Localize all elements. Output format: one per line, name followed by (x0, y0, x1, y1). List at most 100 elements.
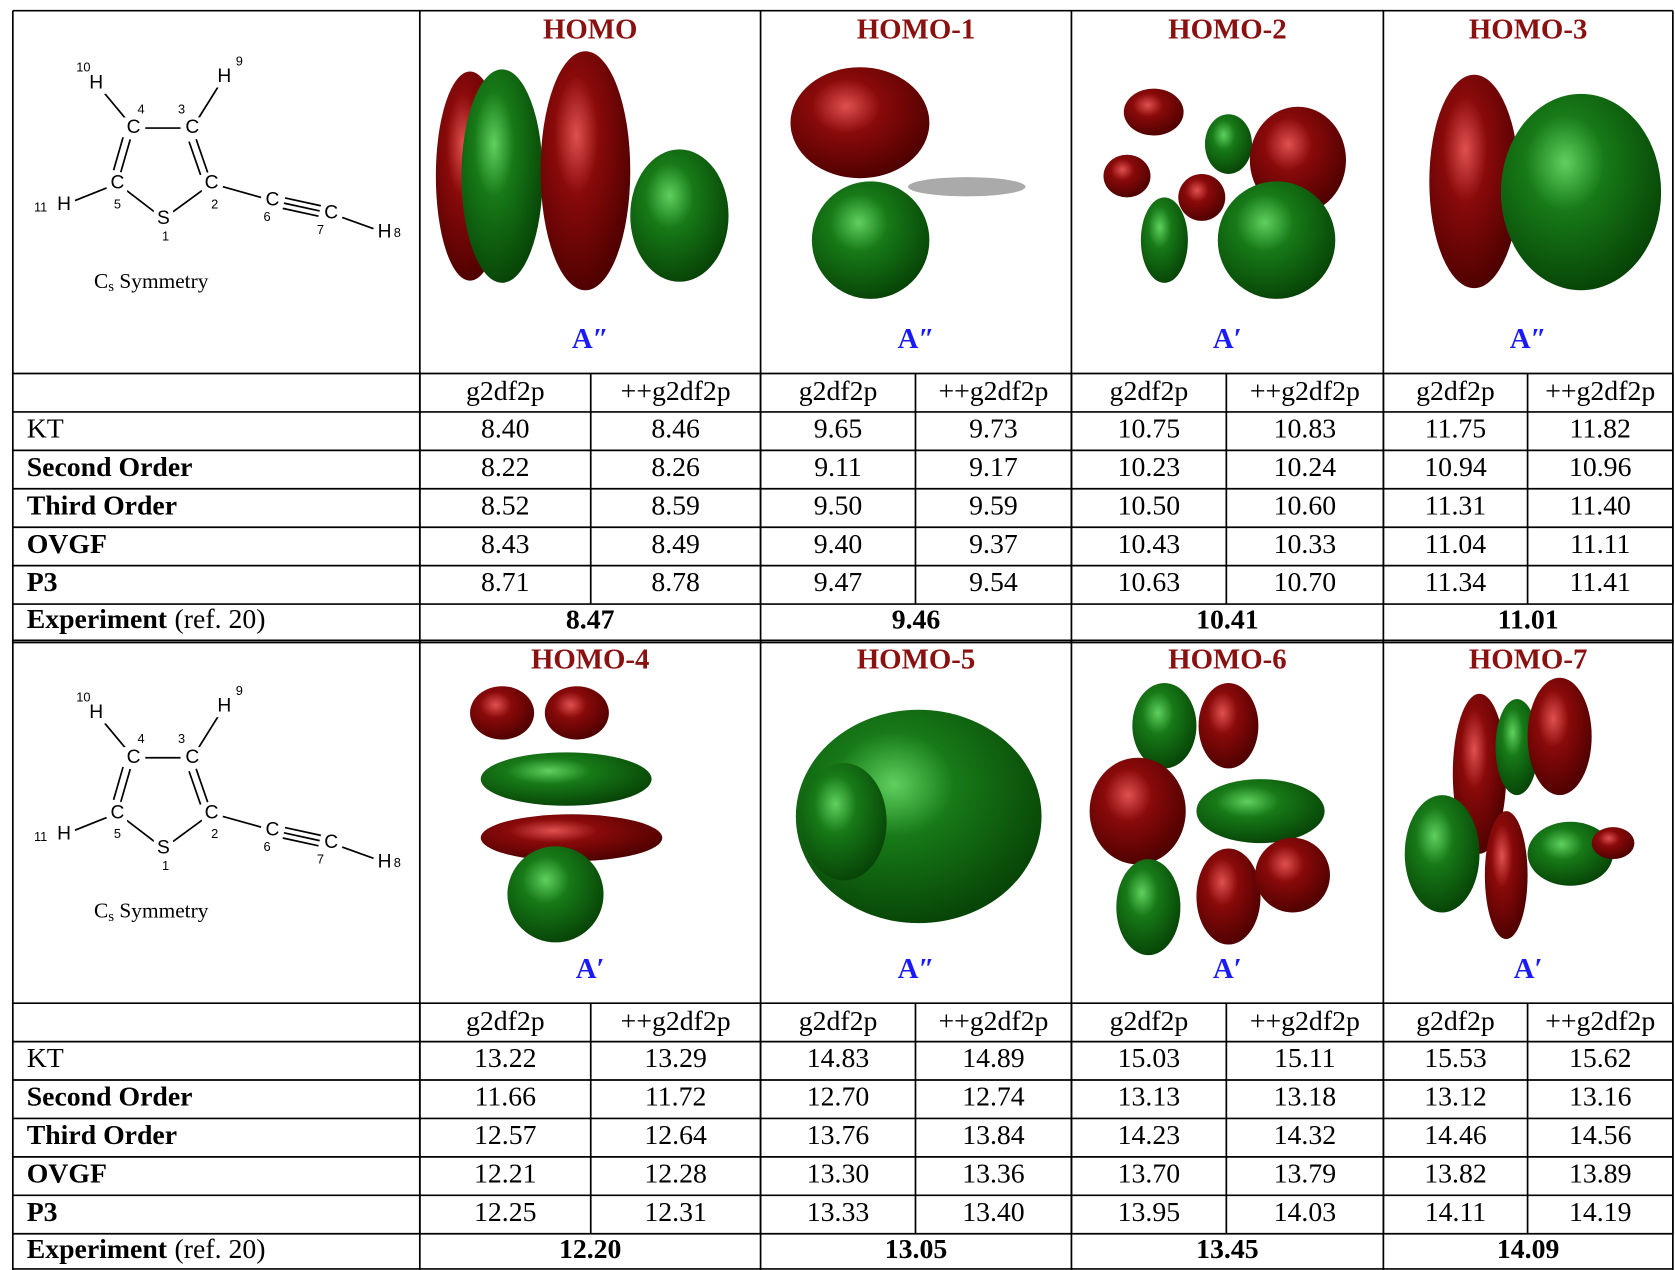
atom-symbol: C (111, 802, 125, 823)
orbital-name: HOMO-3 (1469, 14, 1587, 46)
orbital-name: HOMO-6 (1168, 643, 1286, 675)
cell-value: 10.23 (1118, 452, 1180, 483)
basis-header: g2df2p (1110, 376, 1189, 407)
cell-value: 9.65 (814, 414, 863, 445)
row-label: OVGF (27, 1158, 107, 1189)
basis-header: ++g2df2p (1250, 376, 1360, 407)
atom-bg (201, 172, 222, 195)
bond (195, 138, 209, 173)
cell-value: 10.83 (1274, 414, 1336, 445)
atom-number: 1 (162, 228, 169, 243)
cell-value: 14.83 (807, 1043, 869, 1074)
bond (119, 768, 132, 803)
orbital-lobe (540, 51, 631, 291)
cell-value: 9.11 (814, 452, 862, 483)
atom-symbol: H (217, 66, 231, 87)
cell-value: 9.37 (969, 529, 1018, 560)
cell-value: 14.56 (1569, 1120, 1632, 1151)
atom-number: 3 (178, 101, 185, 116)
atom-symbol: H (217, 696, 231, 717)
cell-value: 14.19 (1569, 1197, 1631, 1228)
basis-header: ++g2df2p (1250, 1006, 1360, 1037)
atom-symbol: C (185, 747, 199, 768)
basis-header: ++g2df2p (1545, 376, 1655, 407)
bond (341, 216, 374, 230)
cell-value: 9.59 (969, 490, 1018, 521)
atom-bg (374, 851, 395, 873)
experiment-ref: (ref. 20) (175, 1234, 266, 1265)
atom-bg (214, 695, 234, 718)
cell-value: 12.57 (474, 1120, 537, 1151)
cell-value: 8.22 (481, 452, 530, 483)
atom-symbol: S (157, 838, 170, 859)
cell-value: 9.40 (814, 529, 863, 560)
orbital-lobe (470, 686, 535, 740)
bond (195, 768, 209, 803)
cell-value: 8.49 (651, 529, 700, 560)
orbital-lobe (1204, 114, 1252, 174)
atom-symbol: H (378, 851, 392, 872)
experiment-value: 8.47 (566, 605, 615, 636)
orbital-symmetry: A″ (898, 323, 935, 355)
bond (119, 139, 132, 173)
bond (126, 190, 155, 213)
atom-bg (182, 747, 202, 769)
cell-value: 11.66 (475, 1082, 537, 1113)
cell-value: 10.24 (1274, 452, 1337, 483)
atom-number: 6 (263, 839, 270, 854)
row-label: P3 (27, 1197, 58, 1228)
orbital-lobe (1103, 154, 1151, 198)
atom-bg (54, 194, 74, 216)
basis-header: g2df2p (1110, 1006, 1189, 1037)
basis-header: g2df2p (799, 1006, 878, 1037)
symmetry-part: Symmetry (119, 898, 208, 922)
bond (197, 86, 219, 119)
cell-value: 8.40 (481, 414, 530, 445)
cell-value: 12.28 (644, 1158, 706, 1189)
orbital-symmetry: A′ (576, 953, 605, 985)
orbital-lobe (790, 67, 930, 179)
orbital-symmetry: A′ (1514, 953, 1543, 985)
cell-value: 12.31 (644, 1197, 706, 1228)
cell-value: 13.40 (962, 1197, 1024, 1228)
bond (283, 202, 320, 212)
cell-value: 10.43 (1118, 529, 1180, 560)
experiment-value: 13.05 (885, 1234, 947, 1265)
bond (112, 766, 124, 801)
bond (103, 721, 127, 750)
bond (112, 137, 124, 171)
atom-symbol: C (265, 190, 279, 211)
orbital-lobe (1178, 173, 1226, 221)
cell-value: 11.04 (1425, 529, 1487, 560)
cell-value: 13.13 (1118, 1082, 1180, 1113)
atom-number: 11 (34, 200, 47, 215)
orbital-lobe (811, 181, 930, 299)
atom-number: 11 (34, 829, 47, 844)
orbital-lobe (1198, 683, 1259, 769)
row-label: Third Order (27, 1120, 177, 1151)
experiment-label: Experiment (ref. 20) (27, 605, 266, 636)
cell-value: 10.96 (1569, 452, 1632, 483)
atom-number: 10 (76, 689, 90, 704)
atom-bg (321, 202, 341, 225)
cell-value: 10.70 (1274, 567, 1336, 598)
bond (188, 141, 202, 176)
symmetry-caption: Cs Symmetry (94, 269, 209, 296)
atom-number: 7 (317, 222, 324, 237)
orbital-lobe (1495, 699, 1539, 796)
atom-number: 4 (137, 101, 144, 116)
row-label: Second Order (27, 1082, 193, 1113)
basis-header: ++g2df2p (1545, 1006, 1655, 1037)
row-label: P3 (27, 567, 58, 598)
atom-symbol: H (89, 72, 103, 93)
orbital-lobe (461, 69, 543, 283)
cell-value: 14.03 (1274, 1197, 1336, 1228)
bond (282, 837, 319, 847)
orbital-lobe (1217, 181, 1336, 299)
orbital-lobe (1196, 848, 1261, 945)
cell-value: 9.54 (969, 567, 1018, 598)
bond (284, 197, 321, 207)
cell-value: 11.75 (1425, 414, 1486, 445)
atom-symbol: S (157, 208, 170, 229)
